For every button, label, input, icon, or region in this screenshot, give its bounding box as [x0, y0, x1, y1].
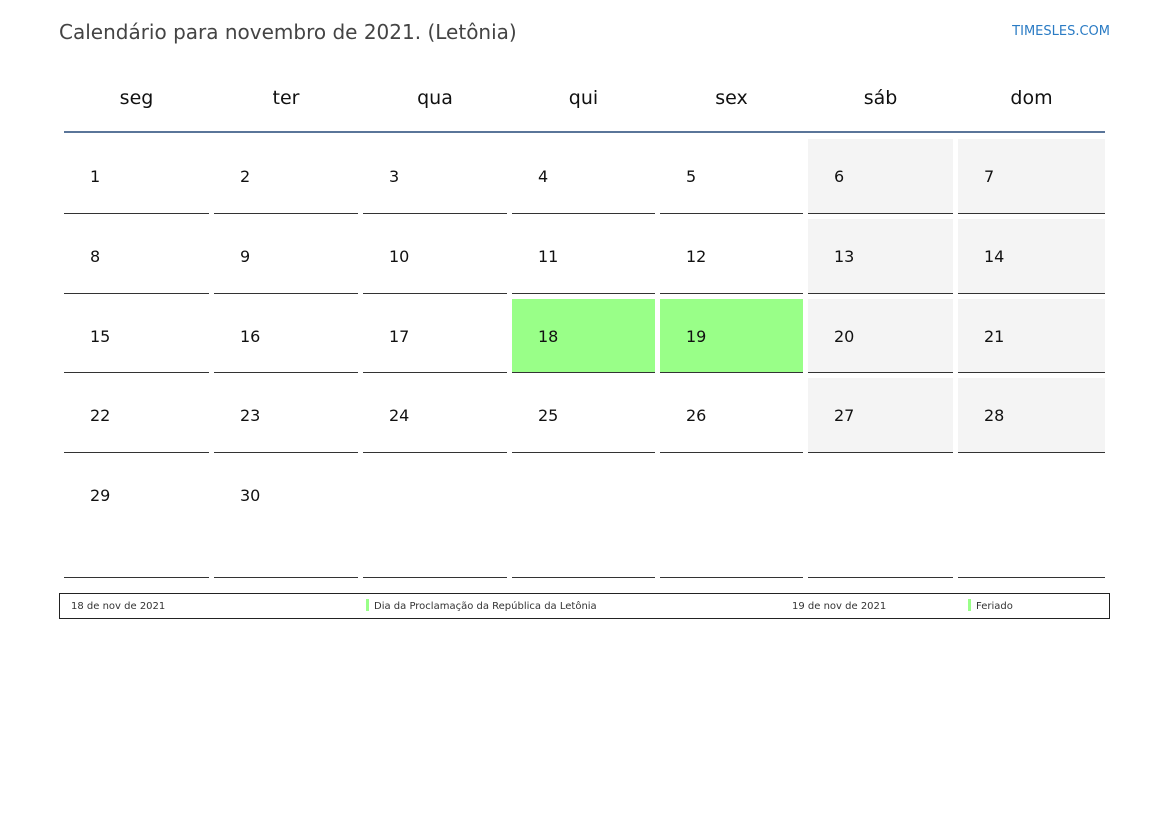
- day-number: 18: [538, 327, 559, 346]
- day-cell[interactable]: 30: [214, 458, 358, 578]
- day-cell[interactable]: 16: [214, 299, 358, 373]
- weekday-header: sex: [715, 87, 748, 109]
- day-number: 29: [90, 486, 111, 505]
- weekday-header: ter: [272, 87, 300, 109]
- legend-item: Dia da Proclamação da República da Letôn…: [366, 598, 597, 612]
- day-cell[interactable]: 29: [64, 458, 209, 578]
- day-cell[interactable]: 13: [808, 219, 953, 294]
- day-cell[interactable]: 24: [363, 378, 507, 453]
- day-cell[interactable]: 4: [512, 139, 655, 214]
- day-cell[interactable]: 28: [958, 378, 1105, 453]
- legend-date: 18 de nov de 2021: [71, 601, 166, 612]
- legend-name: Dia da Proclamação da República da Letôn…: [374, 601, 597, 612]
- weekday-header: sáb: [863, 87, 898, 109]
- day-number: 24: [389, 406, 410, 425]
- day-cell[interactable]: 3: [363, 139, 507, 214]
- day-cell[interactable]: 18: [512, 299, 655, 373]
- day-cell[interactable]: 6: [808, 139, 953, 214]
- day-number: 25: [538, 406, 559, 425]
- day-number: 30: [240, 486, 261, 505]
- day-number: 12: [686, 247, 707, 266]
- day-number: 9: [240, 247, 251, 266]
- holiday-color-swatch: [968, 598, 971, 611]
- day-number: 11: [538, 247, 559, 266]
- day-cell[interactable]: 7: [958, 139, 1105, 214]
- day-cell[interactable]: 12: [660, 219, 803, 294]
- day-cell[interactable]: 22: [64, 378, 209, 453]
- day-cell[interactable]: 11: [512, 219, 655, 294]
- day-number: 4: [538, 167, 549, 186]
- day-number: 2: [240, 167, 251, 186]
- day-cell[interactable]: 21: [958, 299, 1105, 373]
- day-number: 26: [686, 406, 707, 425]
- header-divider: [64, 131, 1105, 133]
- day-cell: [958, 458, 1105, 578]
- day-cell[interactable]: 2: [214, 139, 358, 214]
- day-cell[interactable]: 27: [808, 378, 953, 453]
- day-number: 23: [240, 406, 261, 425]
- day-number: 16: [240, 327, 261, 346]
- day-number: 27: [834, 406, 855, 425]
- day-number: 15: [90, 327, 111, 346]
- day-number: 7: [984, 167, 995, 186]
- day-cell[interactable]: 8: [64, 219, 209, 294]
- day-number: 5: [686, 167, 697, 186]
- day-number: 19: [686, 327, 707, 346]
- day-cell[interactable]: 20: [808, 299, 953, 373]
- day-number: 22: [90, 406, 111, 425]
- day-number: 21: [984, 327, 1005, 346]
- legend-date: 19 de nov de 2021: [792, 601, 887, 612]
- holiday-legend: 18 de nov de 2021 Dia da Proclamação da …: [59, 593, 1110, 619]
- day-number: 1: [90, 167, 101, 186]
- holiday-color-swatch: [366, 598, 369, 611]
- legend-item: Feriado: [968, 598, 1013, 612]
- day-cell[interactable]: 23: [214, 378, 358, 453]
- day-cell[interactable]: 1: [64, 139, 209, 214]
- day-number: 3: [389, 167, 400, 186]
- day-number: 14: [984, 247, 1005, 266]
- day-number: 20: [834, 327, 855, 346]
- weekday-header: qua: [417, 87, 453, 109]
- day-cell: [512, 458, 655, 578]
- day-number: 28: [984, 406, 1005, 425]
- day-cell[interactable]: 15: [64, 299, 209, 373]
- day-number: 6: [834, 167, 845, 186]
- day-cell: [808, 458, 953, 578]
- weekday-header: qui: [568, 87, 599, 109]
- day-cell[interactable]: 19: [660, 299, 803, 373]
- day-cell[interactable]: 14: [958, 219, 1105, 294]
- day-cell[interactable]: 5: [660, 139, 803, 214]
- day-cell[interactable]: 9: [214, 219, 358, 294]
- day-number: 10: [389, 247, 410, 266]
- day-cell[interactable]: 17: [363, 299, 507, 373]
- day-cell[interactable]: 10: [363, 219, 507, 294]
- brand-link[interactable]: TIMESLES.COM: [1012, 24, 1110, 39]
- page-title: Calendário para novembro de 2021. (Letôn…: [59, 20, 517, 44]
- day-cell[interactable]: 25: [512, 378, 655, 453]
- day-cell: [660, 458, 803, 578]
- day-cell[interactable]: 26: [660, 378, 803, 453]
- day-cell: [363, 458, 507, 578]
- day-number: 17: [389, 327, 410, 346]
- day-number: 8: [90, 247, 101, 266]
- legend-name: Feriado: [976, 601, 1013, 612]
- weekday-header: dom: [1010, 87, 1053, 109]
- weekday-header: seg: [119, 87, 154, 109]
- day-number: 13: [834, 247, 855, 266]
